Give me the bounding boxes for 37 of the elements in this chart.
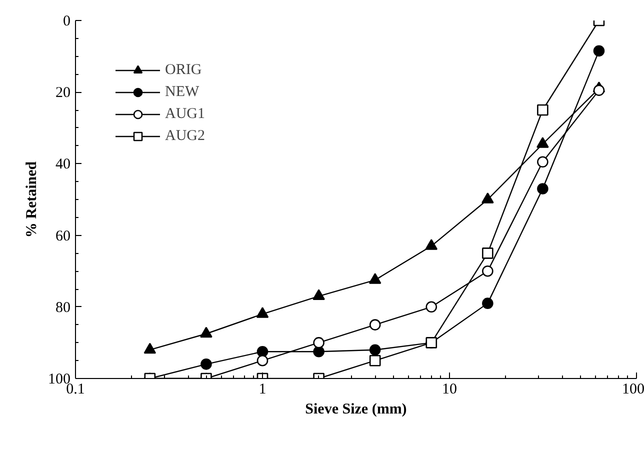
point — [537, 183, 548, 194]
y-tick-label: 20 — [56, 85, 70, 102]
legend-label: AUG1 — [165, 106, 205, 122]
x-axis-title: Sieve Size (mm) — [305, 402, 407, 418]
point — [256, 307, 269, 318]
point — [536, 137, 549, 148]
point — [482, 192, 494, 204]
point — [426, 301, 438, 313]
y-tick-label: 40 — [56, 156, 70, 173]
point — [482, 265, 494, 277]
legend-label: NEW — [165, 84, 200, 100]
point — [369, 319, 381, 330]
point — [368, 273, 382, 284]
legend-label: ORIG — [165, 62, 202, 78]
legend-label: AUG2 — [165, 128, 205, 144]
point — [537, 104, 548, 116]
point — [369, 354, 381, 366]
point — [200, 326, 212, 338]
point — [482, 298, 494, 309]
y-axis-title: % Retained — [24, 160, 40, 238]
y-tick-label: 80 — [56, 300, 70, 316]
point — [593, 84, 605, 96]
y-tick-label: 60 — [56, 228, 70, 244]
point — [144, 342, 156, 354]
point — [425, 239, 438, 250]
point — [593, 45, 605, 57]
point — [200, 358, 212, 370]
point — [312, 289, 325, 300]
point — [256, 346, 268, 358]
point — [537, 156, 548, 168]
point — [369, 344, 381, 356]
point — [482, 248, 494, 259]
x-tick-label: 100 — [622, 382, 644, 398]
y-tick-label: 0 — [63, 14, 70, 30]
x-tick-label: 10 — [442, 382, 457, 398]
point — [313, 346, 324, 358]
x-tick-label: 1 — [258, 382, 266, 398]
